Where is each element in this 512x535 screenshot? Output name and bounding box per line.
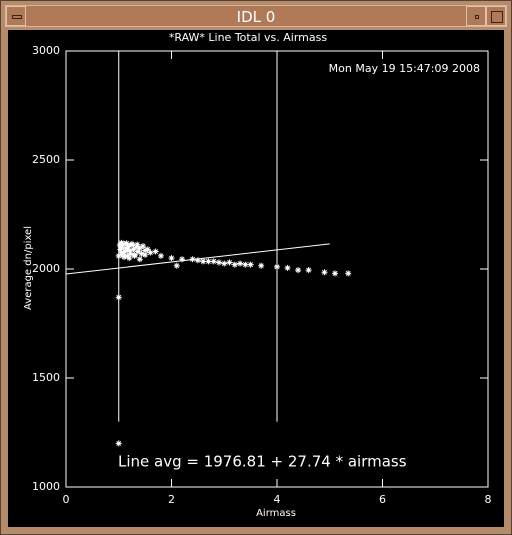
data-point [210, 258, 217, 265]
data-point [284, 264, 291, 271]
minimize-button[interactable] [466, 6, 486, 26]
data-point [194, 257, 201, 264]
data-point [157, 252, 164, 259]
y-tick-label: 2000 [32, 262, 60, 275]
data-point [122, 248, 129, 255]
data-point [138, 250, 145, 257]
window-title: IDL 0 [236, 8, 276, 26]
data-point [147, 249, 154, 256]
data-point [133, 244, 140, 251]
data-point [123, 240, 130, 247]
data-point [215, 259, 222, 266]
y-tick-label: 1500 [32, 371, 60, 384]
data-point [125, 243, 132, 250]
data-point [127, 250, 134, 257]
data-point [123, 245, 130, 252]
data-point [200, 258, 207, 265]
data-point [168, 255, 175, 262]
y-axis-label: Average dn/pixel [23, 226, 34, 310]
data-point [274, 263, 280, 270]
data-point [134, 248, 141, 255]
data-point [118, 239, 125, 246]
data-point [126, 247, 133, 254]
data-point [258, 262, 265, 269]
data-point [119, 251, 126, 258]
chart-title: *RAW* Line Total vs. Airmass [169, 31, 327, 44]
data-point [142, 247, 149, 254]
data-point [121, 240, 128, 247]
y-tick-label: 1000 [32, 480, 60, 493]
data-point [140, 243, 147, 250]
data-point [131, 252, 138, 259]
data-point [144, 246, 151, 253]
data-point [332, 270, 339, 277]
data-point [189, 256, 196, 263]
data-point [136, 245, 143, 252]
data-point [345, 270, 352, 277]
x-tick-label: 2 [168, 493, 175, 506]
y-tick-label: 2500 [32, 153, 60, 166]
data-point [242, 261, 249, 268]
data-point [321, 269, 328, 276]
data-point [247, 261, 254, 268]
data-point [305, 267, 312, 274]
data-point [205, 258, 212, 265]
timestamp: Mon May 19 15:47:09 2008 [329, 62, 480, 75]
data-point [115, 294, 122, 301]
data-point [126, 255, 133, 262]
data-point [130, 246, 137, 253]
data-point [136, 256, 143, 263]
x-tick-label: 6 [379, 493, 386, 506]
title-bar: IDL 0 [5, 5, 507, 27]
data-point [115, 440, 122, 447]
x-tick-label: 8 [485, 493, 492, 506]
data-point [128, 240, 135, 247]
data-point [237, 260, 244, 267]
data-point [173, 262, 180, 269]
x-axis-label: Airmass [256, 508, 296, 519]
x-tick-label: 4 [274, 493, 281, 506]
data-point [124, 252, 131, 259]
chart: *RAW* Line Total vs. Airmass Mon May 19 … [8, 30, 504, 527]
data-point [226, 259, 233, 266]
data-point [152, 248, 159, 255]
data-point [115, 252, 122, 259]
maximize-button[interactable] [486, 6, 506, 26]
data-point [231, 261, 238, 268]
x-tick-label: 0 [63, 493, 70, 506]
data-point [179, 256, 186, 263]
window-menu-button[interactable] [6, 6, 26, 26]
data-point [142, 251, 149, 258]
data-point [121, 254, 128, 261]
data-point [134, 241, 141, 248]
fit-equation: Line avg = 1976.81 + 27.74 * airmass [118, 453, 407, 471]
y-tick-label: 3000 [32, 44, 60, 57]
data-point [221, 260, 228, 267]
data-point [295, 267, 302, 274]
data-point [118, 244, 125, 251]
